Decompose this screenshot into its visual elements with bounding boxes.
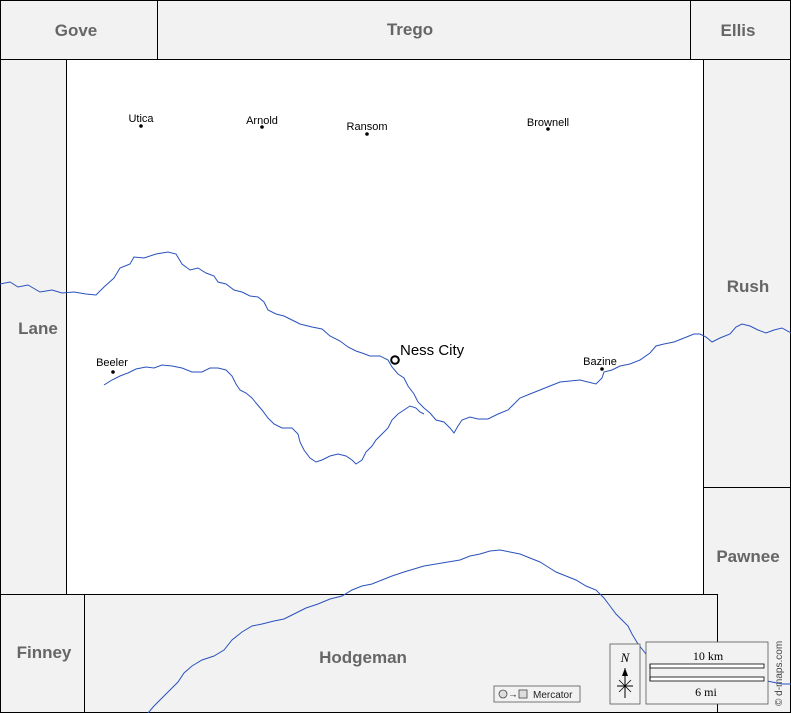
scale-km-label: 10 km <box>693 649 724 663</box>
neighbor-labels: Gove Trego Ellis Lane Rush Pawnee Finney… <box>6 17 790 669</box>
label-gove: Gove <box>55 21 98 40</box>
county-rush <box>703 59 791 488</box>
credit-text: © d-maps.com <box>774 641 785 706</box>
label-ellis: Ellis <box>721 21 756 40</box>
scale-bar: 10 km 6 mi <box>645 641 769 705</box>
town-dot-utica <box>139 124 143 128</box>
town-label-arnold: Arnold <box>246 115 278 127</box>
town-label-ransom: Ransom <box>347 121 388 133</box>
county-main <box>66 59 704 595</box>
town-label-utica: Utica <box>128 113 154 125</box>
label-trego: Trego <box>387 20 433 39</box>
town-dot-arnold <box>260 125 264 129</box>
north-label: N <box>620 650 631 665</box>
town-label-beeler: Beeler <box>96 357 128 369</box>
town-dot-bazine <box>600 367 604 371</box>
north-arrow-icon <box>622 668 628 676</box>
label-hodgeman: Hodgeman <box>319 648 407 667</box>
label-finney: Finney <box>17 643 72 662</box>
town-dot-beeler <box>111 370 115 374</box>
river-beeler-branch <box>103 364 425 465</box>
scale-mi-label: 6 mi <box>695 685 717 699</box>
label-pawnee: Pawnee <box>716 547 779 566</box>
projection-label: Mercator <box>533 690 573 701</box>
arrow-icon: → <box>508 690 518 701</box>
town-label-bazine: Bazine <box>583 356 617 368</box>
river-walnut-creek <box>0 251 791 434</box>
label-lane: Lane <box>18 319 58 338</box>
county-seat-icon <box>390 355 400 365</box>
town-dot-brownell <box>546 127 550 131</box>
county-seat-label: Ness City <box>400 342 465 359</box>
globe-icon <box>498 689 508 699</box>
town-dot-ransom <box>365 132 369 136</box>
north-arrow: N <box>609 643 641 705</box>
town-label-brownell: Brownell <box>527 117 569 129</box>
label-rush: Rush <box>727 277 770 296</box>
towns: Utica Arnold Ransom Brownell Beeler Bazi… <box>96 113 617 374</box>
flat-map-icon <box>518 689 528 699</box>
projection-legend: → Mercator <box>493 685 581 703</box>
